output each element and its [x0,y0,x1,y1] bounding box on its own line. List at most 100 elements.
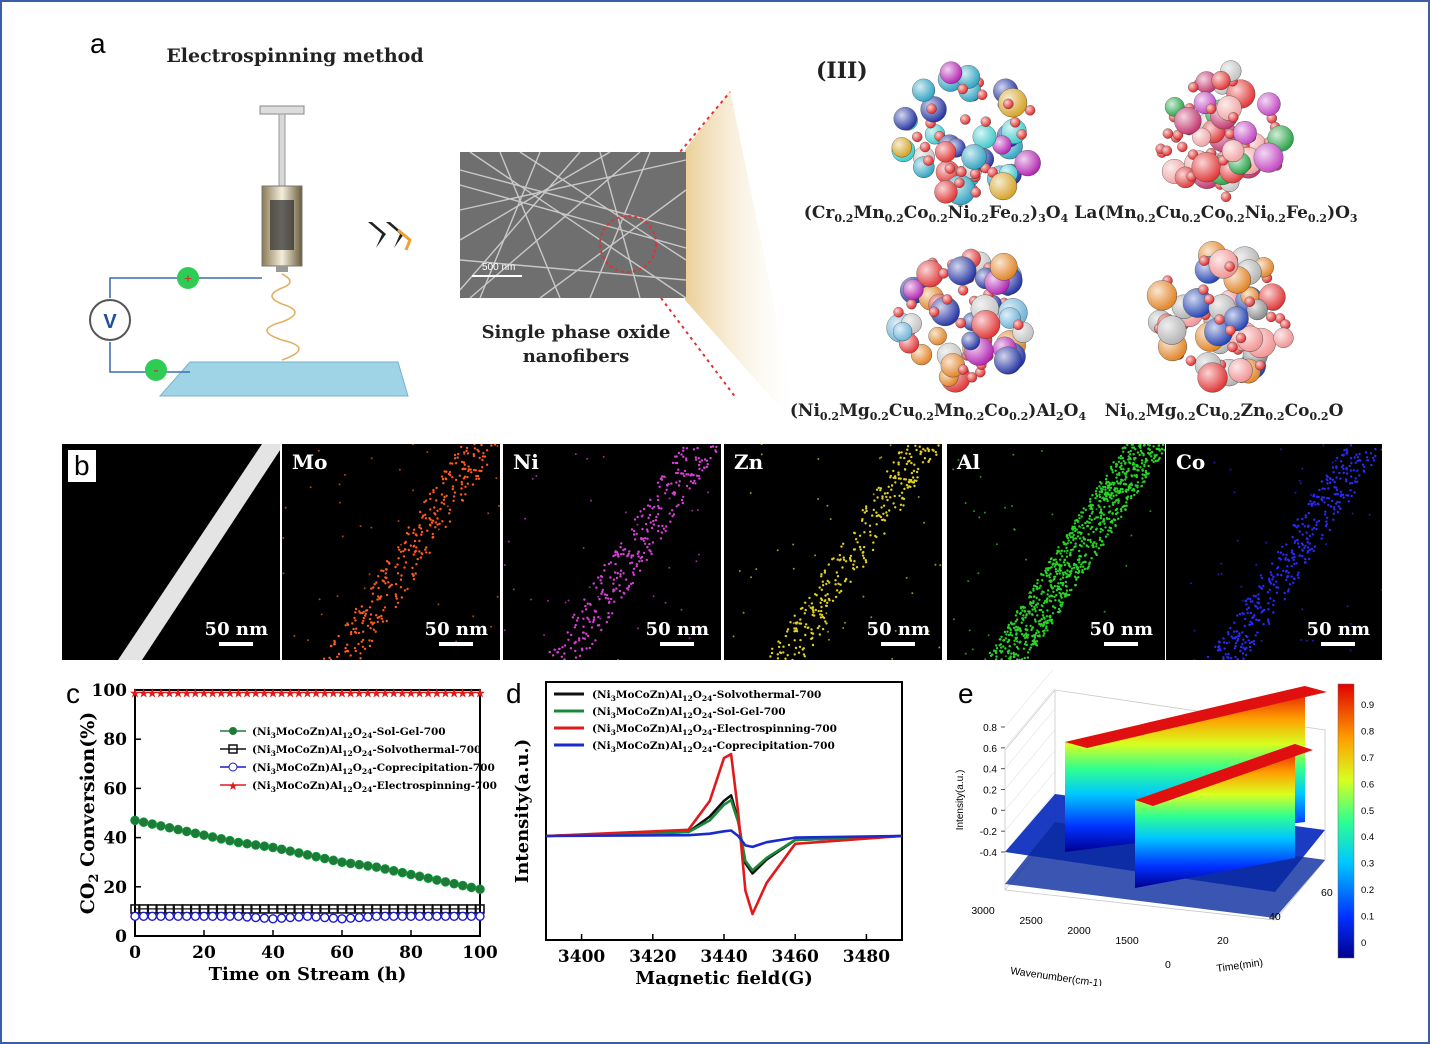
eds-dot [336,655,339,658]
eds-dot [1335,476,1338,479]
eds-dot [1080,563,1083,566]
eds-dot [1031,627,1034,630]
data-point: ★ [328,686,340,701]
eds-dot [445,494,448,497]
time-tick-label: 60 [1321,887,1333,899]
x-axis-label: Time on Stream (h) [209,964,407,985]
eds-dot [1002,645,1005,648]
eds-dot [1009,656,1012,659]
zoom-cone [685,90,800,430]
eds-dot [1284,558,1287,561]
eds-dot [1088,562,1091,566]
eds-dot [1258,585,1261,588]
eds-dot [586,616,589,619]
time-tick-label: 20 [1217,935,1229,947]
eds-dot [1084,508,1087,512]
eds-dot [1236,539,1239,542]
eds-dot [1118,471,1121,475]
eds-dot [1061,576,1065,579]
atom-highlight [923,155,934,166]
eds-dot [1115,494,1118,497]
eds-dot [1104,535,1108,538]
syringe [259,105,305,272]
wavenumber-tick-label: 2500 [1019,915,1043,927]
atom-highlight [1236,333,1246,343]
eds-dot [842,542,845,545]
eds-dot [793,627,796,630]
eds-dot [1108,488,1111,492]
sem-image: 500 nm [459,151,687,299]
eds-dot [1086,520,1089,523]
eds-dot [797,651,801,654]
plus-terminal-icon [177,267,199,289]
eds-dot [1052,590,1055,593]
eds-dot [1306,541,1309,544]
eds-dot [1097,504,1100,507]
atom-highlight [990,253,1018,281]
eds-dot [472,453,475,456]
eds-dot [1230,635,1233,638]
eds-dot [1257,597,1260,601]
atom-highlight [1147,280,1177,311]
eds-dot [1098,505,1101,509]
eds-dot [1004,506,1006,509]
data-point [225,835,235,846]
eds-dot [1327,503,1330,507]
eds-dot [794,646,798,650]
eds-dot [632,567,636,570]
eds-dot [1065,589,1069,592]
data-point [268,842,278,853]
eds-dot [364,614,367,617]
atom-highlight [912,131,923,142]
eds-dot [462,477,466,480]
eds-dot [886,498,889,502]
eds-dot [615,551,619,554]
eds-dot [1358,452,1361,456]
eds-dot [1336,500,1339,504]
eds-dot [995,655,998,658]
eds-dot [384,572,387,575]
eds-dot [531,477,534,480]
data-point [285,912,295,923]
eds-dot [995,658,998,660]
eds-dot [999,638,1002,641]
eds-dot [804,608,807,612]
eds-dot [617,658,619,660]
eds-dot [1285,578,1288,581]
eds-dot [914,444,917,447]
eds-dot [605,594,609,597]
eds-dot [1236,657,1239,660]
eds-dot [602,455,605,458]
data-point [276,844,287,855]
data-point [449,911,459,922]
eds-dot [1071,548,1075,551]
eds-dot [1104,526,1107,529]
eds-dot [809,606,812,609]
eds-dot [353,616,356,620]
eds-dot [397,557,400,560]
eds-dot [750,576,753,579]
eds-dot [1108,482,1112,485]
eds-dot [883,492,887,495]
eds-dot [1056,549,1059,552]
eds-dot [1341,493,1345,496]
eds-dot [952,468,955,471]
eds-dot [1312,493,1316,496]
eds-scale-bar: 50 nm [867,619,930,646]
eds-dot [474,469,478,472]
x-tick-label: 3400 [558,947,605,967]
eds-dot [597,595,600,598]
eds-dot [784,634,788,638]
eds-dot [1020,658,1024,660]
eds-dot [462,467,465,471]
eds-dot [873,499,876,502]
eds-dot [1236,637,1240,641]
eds-dot [714,449,717,452]
eds-dot [420,530,424,534]
eds-dot [1078,517,1081,520]
eds-dot [1006,650,1010,653]
eds-dot [1000,658,1003,660]
eds-dot [792,543,795,546]
data-point [250,840,261,850]
eds-dot [365,609,369,612]
